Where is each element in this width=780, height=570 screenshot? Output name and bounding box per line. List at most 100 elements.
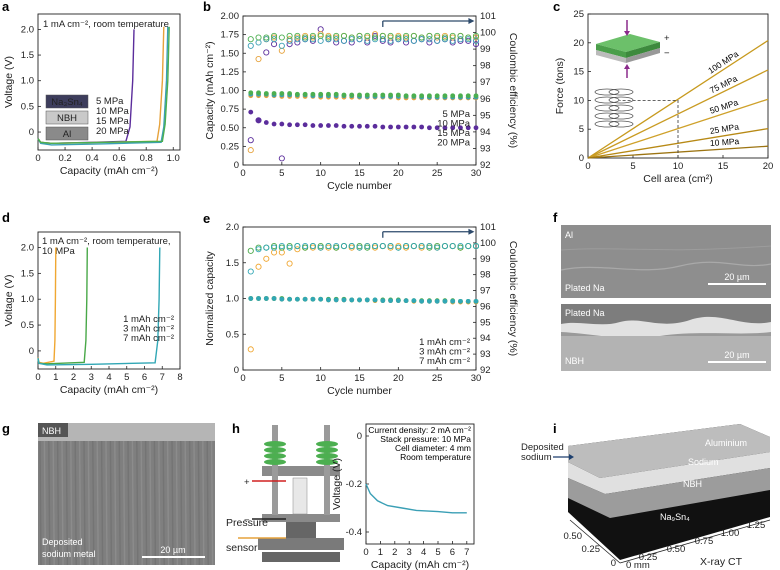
x-tick-label: 5 [124, 372, 129, 383]
y2-tick-label: 99 [480, 44, 491, 55]
stacked-cell [608, 88, 634, 96]
plus-sign: + [664, 33, 670, 44]
x-axis-label: Capacity (mAh cm⁻²) [371, 559, 469, 570]
ce-point [387, 32, 394, 39]
scale-bar-label: 20 µm [724, 272, 749, 282]
substrate-box [45, 110, 89, 125]
capacity-point [434, 298, 440, 304]
x-axis-label: Cycle number [327, 385, 392, 397]
sem-streak [92, 440, 95, 566]
ce-point [309, 243, 316, 250]
ce-point [356, 36, 363, 43]
ce-point [465, 36, 472, 43]
ce-point [371, 34, 379, 41]
ce-point [410, 37, 417, 44]
ce-point [364, 243, 371, 250]
ce-point [302, 34, 309, 41]
ce-point [434, 37, 441, 44]
y2-tick-label: 100 [480, 28, 496, 39]
series-line-3 [37, 26, 170, 145]
capacity-point [372, 92, 378, 98]
scale-bar-label: 20 µm [724, 350, 749, 360]
legend-label: 1 mAh cm⁻² [123, 314, 174, 325]
series-line-2 [37, 247, 161, 366]
sem-texture [560, 245, 772, 251]
capacity-point [364, 297, 370, 303]
capacity-point [287, 91, 292, 96]
sem-streak [74, 440, 77, 566]
ce-arrowhead [468, 228, 475, 235]
x-tick-label: 7 [160, 372, 165, 383]
stacked-cell [608, 120, 634, 128]
legend-label: 10 MPa [437, 119, 470, 130]
ct-tick: 0.25 [582, 544, 601, 555]
sem-streak [52, 440, 55, 566]
capacity-point [442, 298, 448, 304]
capacity-point [380, 92, 386, 98]
capacity-point [388, 92, 393, 98]
series-line-2 [37, 26, 169, 146]
capacity-point [279, 296, 285, 302]
capacity-point [403, 124, 409, 130]
sem-label-nbh: NBH [565, 356, 584, 366]
ce-point [418, 36, 425, 43]
ce-point [472, 34, 480, 41]
ce-point [278, 47, 285, 54]
legend-label: 20 MPa [96, 126, 129, 137]
ce-point [434, 244, 441, 251]
y-tick-label: 5 [579, 124, 584, 135]
ce-point [356, 32, 363, 39]
y-tick-label: 1.75 [221, 30, 240, 41]
ce-point [348, 34, 355, 41]
sem-label-plated-na: Plated Na [565, 308, 605, 318]
capacity-point [434, 93, 440, 99]
capacity-point [310, 296, 316, 302]
ce-point [441, 32, 448, 39]
capacity-point [341, 123, 347, 129]
capacity-point [473, 298, 479, 304]
capacity-point [450, 93, 456, 99]
ce-point [441, 34, 448, 41]
y-tick-label: 1.0 [226, 294, 239, 305]
annotation-text: Stack pressure: 10 MPa [380, 434, 471, 444]
capacity-point [263, 120, 269, 125]
stacked-cell [594, 104, 620, 112]
cell-layer-grey [596, 50, 626, 63]
panel-label-b: b [203, 0, 211, 14]
capacity-point [465, 298, 471, 304]
ce-point [410, 243, 417, 250]
ce-point [410, 32, 417, 39]
capacity-point [419, 93, 425, 99]
y-tick-label: 0 [357, 431, 362, 442]
stacked-cell [608, 112, 634, 120]
series-line-1 [37, 247, 88, 365]
capacity-point [263, 91, 269, 96]
capacity-point [357, 297, 362, 303]
ce-point [340, 243, 348, 250]
y2-tick-label: 97 [480, 286, 491, 297]
capacity-point [395, 124, 401, 130]
force-line-3 [587, 127, 769, 159]
ce-point [449, 32, 456, 39]
capacity-point [395, 298, 401, 304]
x-tick-label: 20 [763, 161, 774, 172]
ce-point [309, 34, 316, 41]
ct-tick: 0.75 [695, 536, 714, 547]
substrate-label: NBH [57, 113, 77, 124]
capacity-point [318, 123, 324, 128]
y-axis-label: Capacity (mAh cm⁻²) [204, 41, 216, 139]
ct-label-nbh: NBH [683, 479, 702, 489]
y-tick-label: 10 [573, 95, 584, 106]
ce-point [263, 49, 270, 56]
panel-label-d: d [2, 210, 10, 225]
ce-point [263, 36, 270, 43]
y-tick-label: 2.0 [21, 243, 34, 254]
capacity-point [427, 298, 432, 304]
ce-point [302, 36, 309, 43]
y-tick-label: -0.2 [346, 479, 362, 490]
cell-layer-grey2 [626, 48, 660, 63]
sem-streak [127, 440, 130, 566]
minus-label: − [244, 515, 250, 526]
legend-label: 3 mAh cm⁻² [123, 324, 174, 335]
